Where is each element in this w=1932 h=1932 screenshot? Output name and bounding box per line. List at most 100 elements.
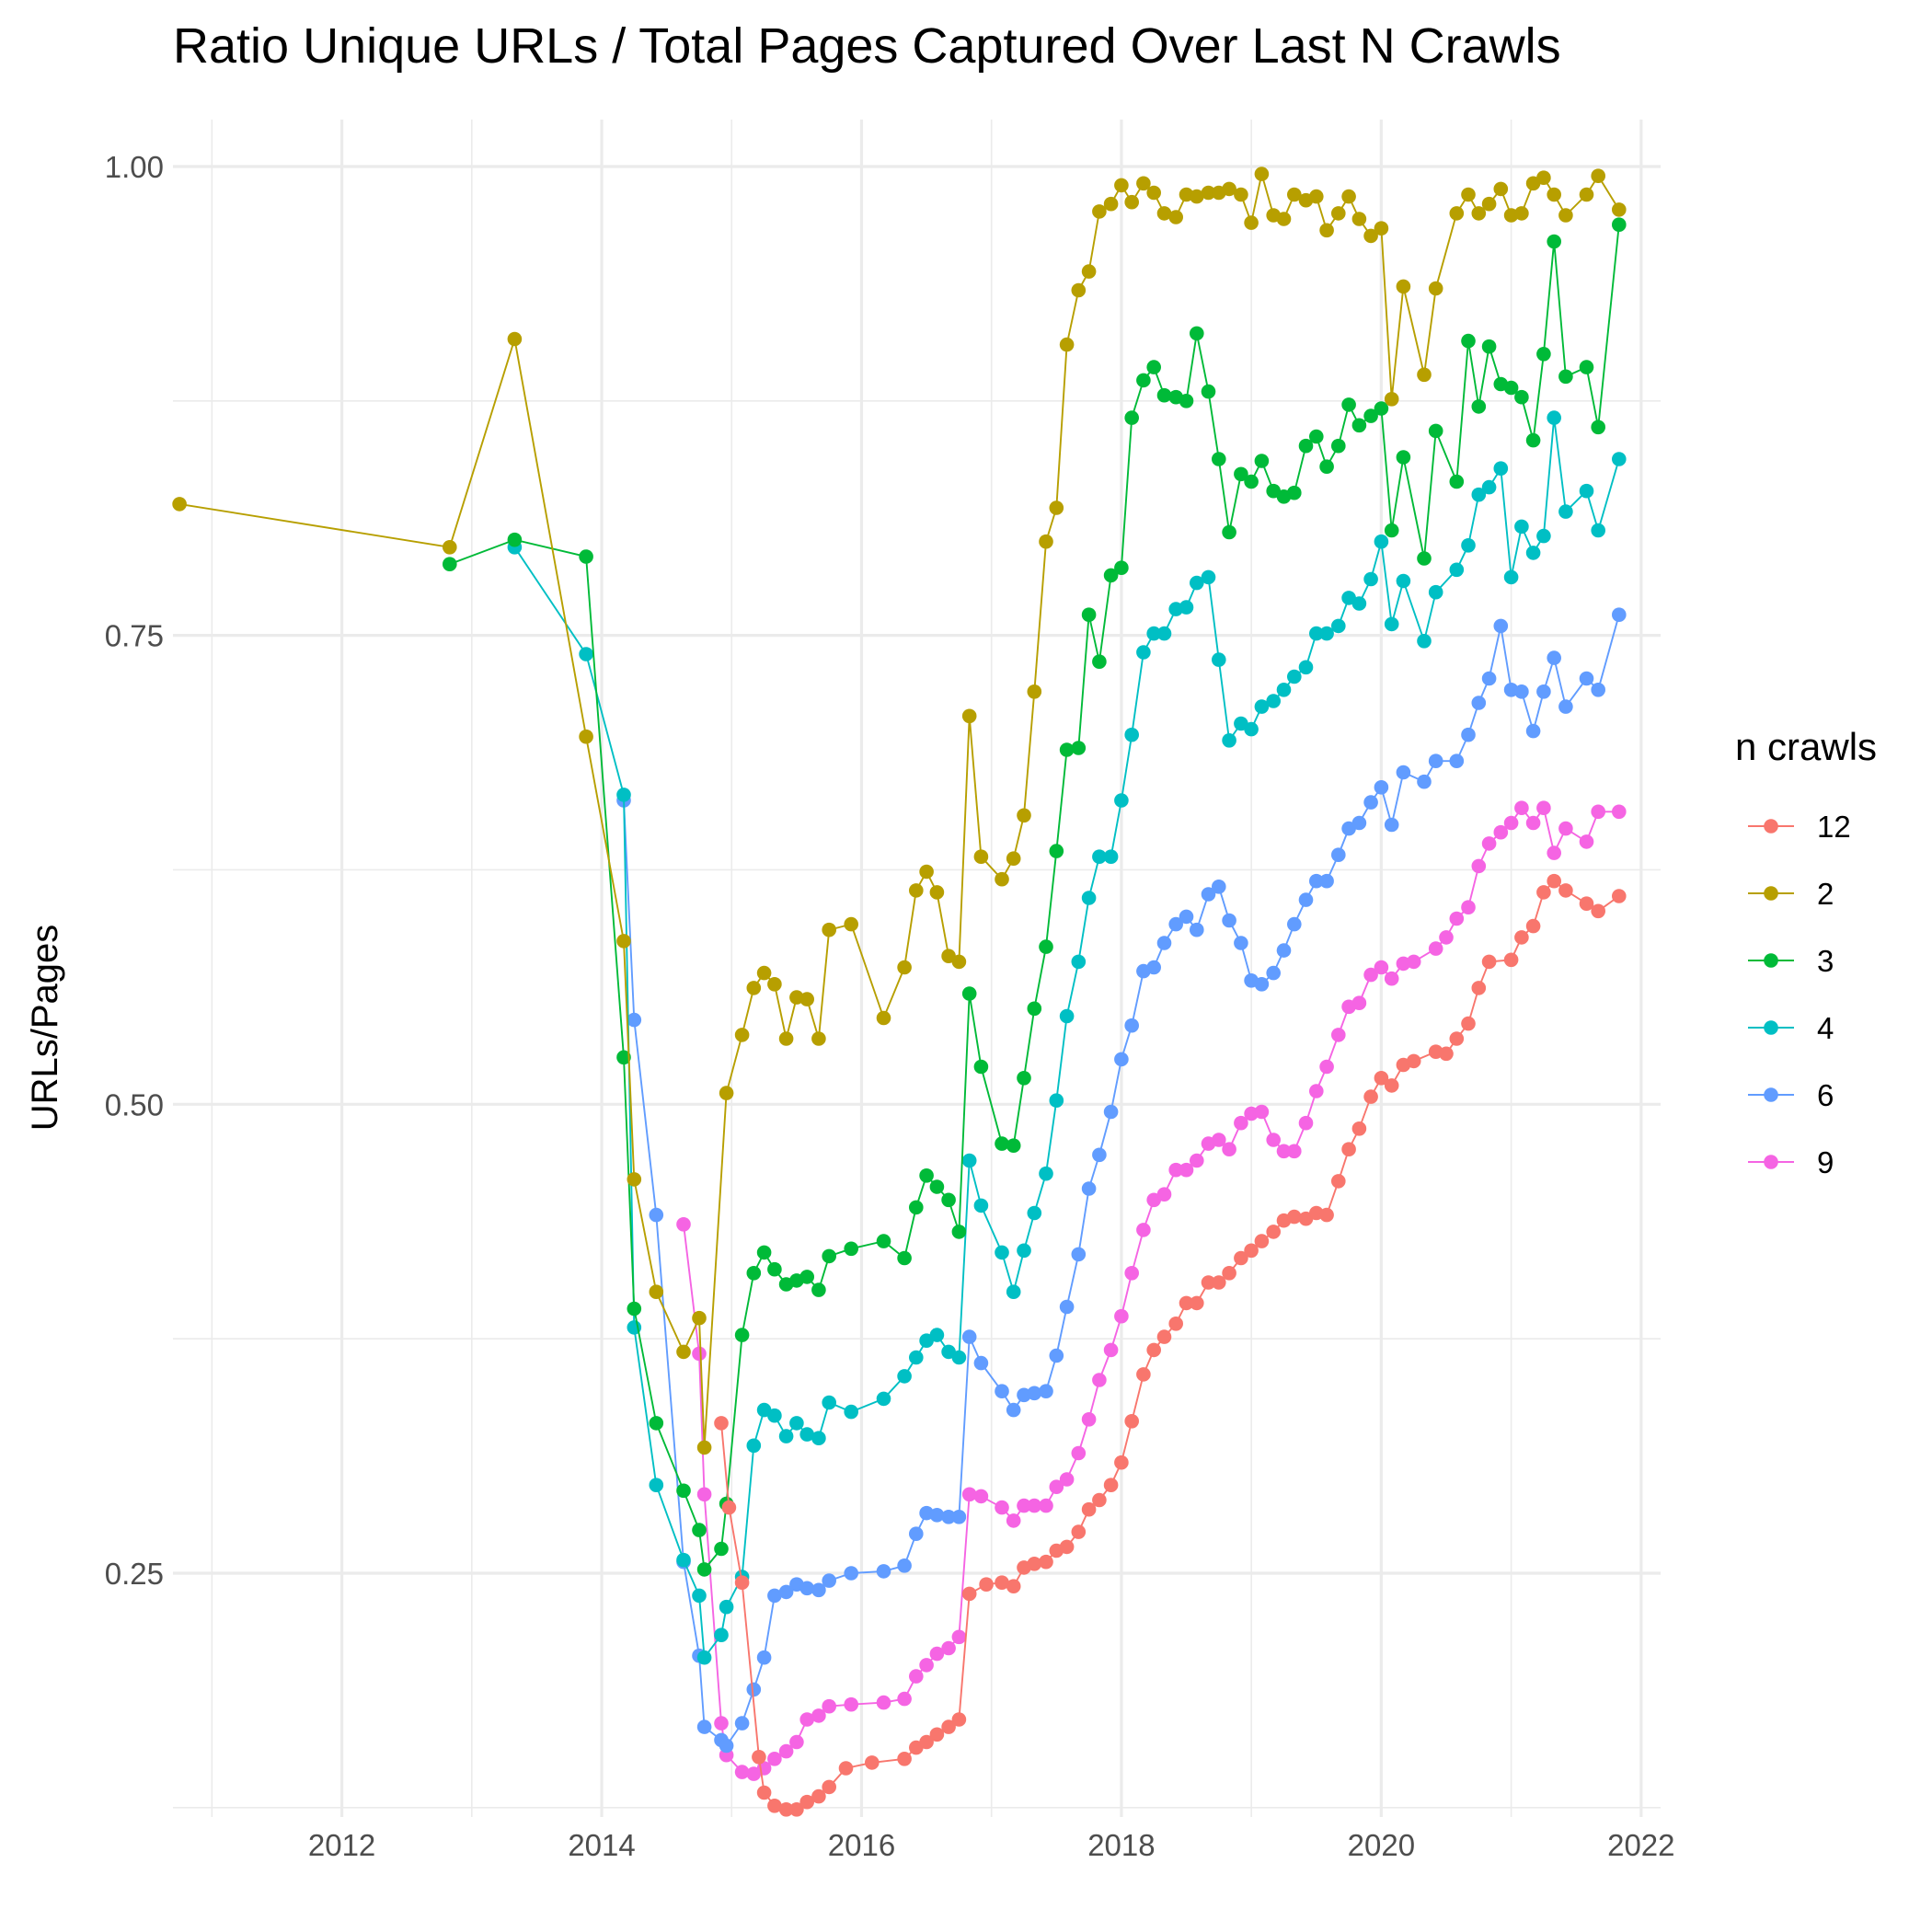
data-point — [1536, 528, 1551, 544]
data-point — [1579, 360, 1594, 374]
data-point — [1461, 538, 1476, 553]
data-point — [1114, 560, 1129, 575]
data-point — [811, 1582, 826, 1598]
data-point — [995, 1575, 1009, 1590]
data-point — [1363, 967, 1378, 983]
data-point — [752, 1750, 766, 1765]
legend-label: 4 — [1817, 1011, 1834, 1045]
data-point — [929, 1508, 945, 1523]
data-point — [909, 883, 924, 898]
data-point — [897, 1558, 912, 1573]
data-point — [1092, 204, 1107, 219]
data-point — [579, 549, 593, 564]
data-point — [1276, 943, 1292, 958]
data-point — [1179, 600, 1194, 615]
data-point — [1417, 774, 1432, 789]
data-point — [961, 986, 977, 1001]
data-point — [1039, 1554, 1053, 1570]
data-point — [1449, 1031, 1465, 1046]
data-point — [1525, 918, 1541, 934]
data-point — [1254, 977, 1270, 992]
data-point — [696, 1719, 712, 1734]
data-point — [756, 1785, 772, 1800]
data-point — [1536, 347, 1551, 362]
data-point — [1493, 824, 1509, 840]
data-point — [973, 1355, 989, 1371]
data-point — [1103, 568, 1119, 583]
data-point — [799, 1712, 814, 1727]
data-point — [1136, 1223, 1151, 1237]
data-point — [1190, 1295, 1204, 1311]
data-point — [1276, 683, 1292, 697]
data-point — [1212, 652, 1226, 667]
data-point — [1103, 196, 1119, 212]
data-point — [919, 1658, 934, 1673]
data-point — [973, 1198, 989, 1213]
data-point — [951, 1629, 967, 1645]
data-point — [1266, 1225, 1281, 1239]
data-point — [1612, 804, 1627, 820]
data-point — [1428, 423, 1443, 439]
data-point — [1612, 452, 1627, 466]
data-point — [1039, 939, 1053, 954]
data-point — [1156, 1187, 1172, 1202]
data-point — [1351, 995, 1367, 1010]
data-point — [1612, 889, 1627, 903]
data-point — [1309, 429, 1324, 444]
data-point — [1374, 780, 1389, 795]
data-point — [1461, 333, 1476, 349]
data-point — [995, 871, 1009, 887]
data-point — [1017, 1071, 1031, 1086]
data-point — [1114, 1052, 1129, 1067]
legend-item-3: 3 — [1748, 944, 1834, 978]
data-point — [443, 540, 457, 555]
data-point — [799, 1427, 814, 1442]
data-point — [1449, 911, 1465, 926]
data-point — [1201, 1275, 1216, 1290]
legend-key-point — [1764, 1020, 1778, 1035]
data-point — [1319, 223, 1334, 238]
data-point — [1309, 873, 1324, 889]
data-point — [1331, 618, 1346, 634]
data-point — [1146, 185, 1161, 201]
data-point — [1168, 1317, 1183, 1331]
data-point — [1319, 1059, 1334, 1075]
data-point — [1146, 1342, 1161, 1358]
data-point — [1319, 873, 1334, 889]
data-point — [1384, 523, 1399, 538]
data-point — [1081, 1412, 1097, 1427]
data-point — [1081, 1501, 1097, 1517]
data-point — [1341, 189, 1356, 204]
data-point — [1168, 1162, 1183, 1178]
legend-label: 9 — [1817, 1145, 1834, 1179]
data-point — [1059, 1472, 1075, 1487]
data-point — [1579, 671, 1594, 686]
data-point — [649, 1478, 664, 1492]
data-point — [1092, 1147, 1107, 1163]
data-point — [714, 1416, 729, 1431]
grid — [173, 120, 1661, 1817]
data-point — [876, 1564, 891, 1579]
data-point — [1493, 461, 1509, 476]
data-point — [1027, 1001, 1042, 1017]
data-point — [1351, 596, 1367, 611]
data-point — [1612, 217, 1627, 232]
data-point — [1298, 660, 1314, 675]
data-point — [1481, 479, 1497, 495]
data-point — [1558, 821, 1573, 836]
data-point — [1374, 534, 1389, 549]
data-point — [719, 1086, 734, 1100]
data-point — [973, 1059, 989, 1075]
data-point — [443, 557, 457, 571]
data-point — [1071, 1247, 1087, 1262]
data-point — [1298, 892, 1314, 907]
data-point — [1471, 981, 1487, 995]
data-point — [951, 1350, 967, 1365]
data-point — [649, 1284, 664, 1299]
data-point — [961, 1586, 977, 1602]
data-point — [844, 1566, 858, 1581]
data-point — [696, 1487, 712, 1502]
data-point — [1319, 459, 1334, 474]
data-point — [1287, 669, 1302, 684]
legend-item-2: 2 — [1748, 877, 1834, 911]
